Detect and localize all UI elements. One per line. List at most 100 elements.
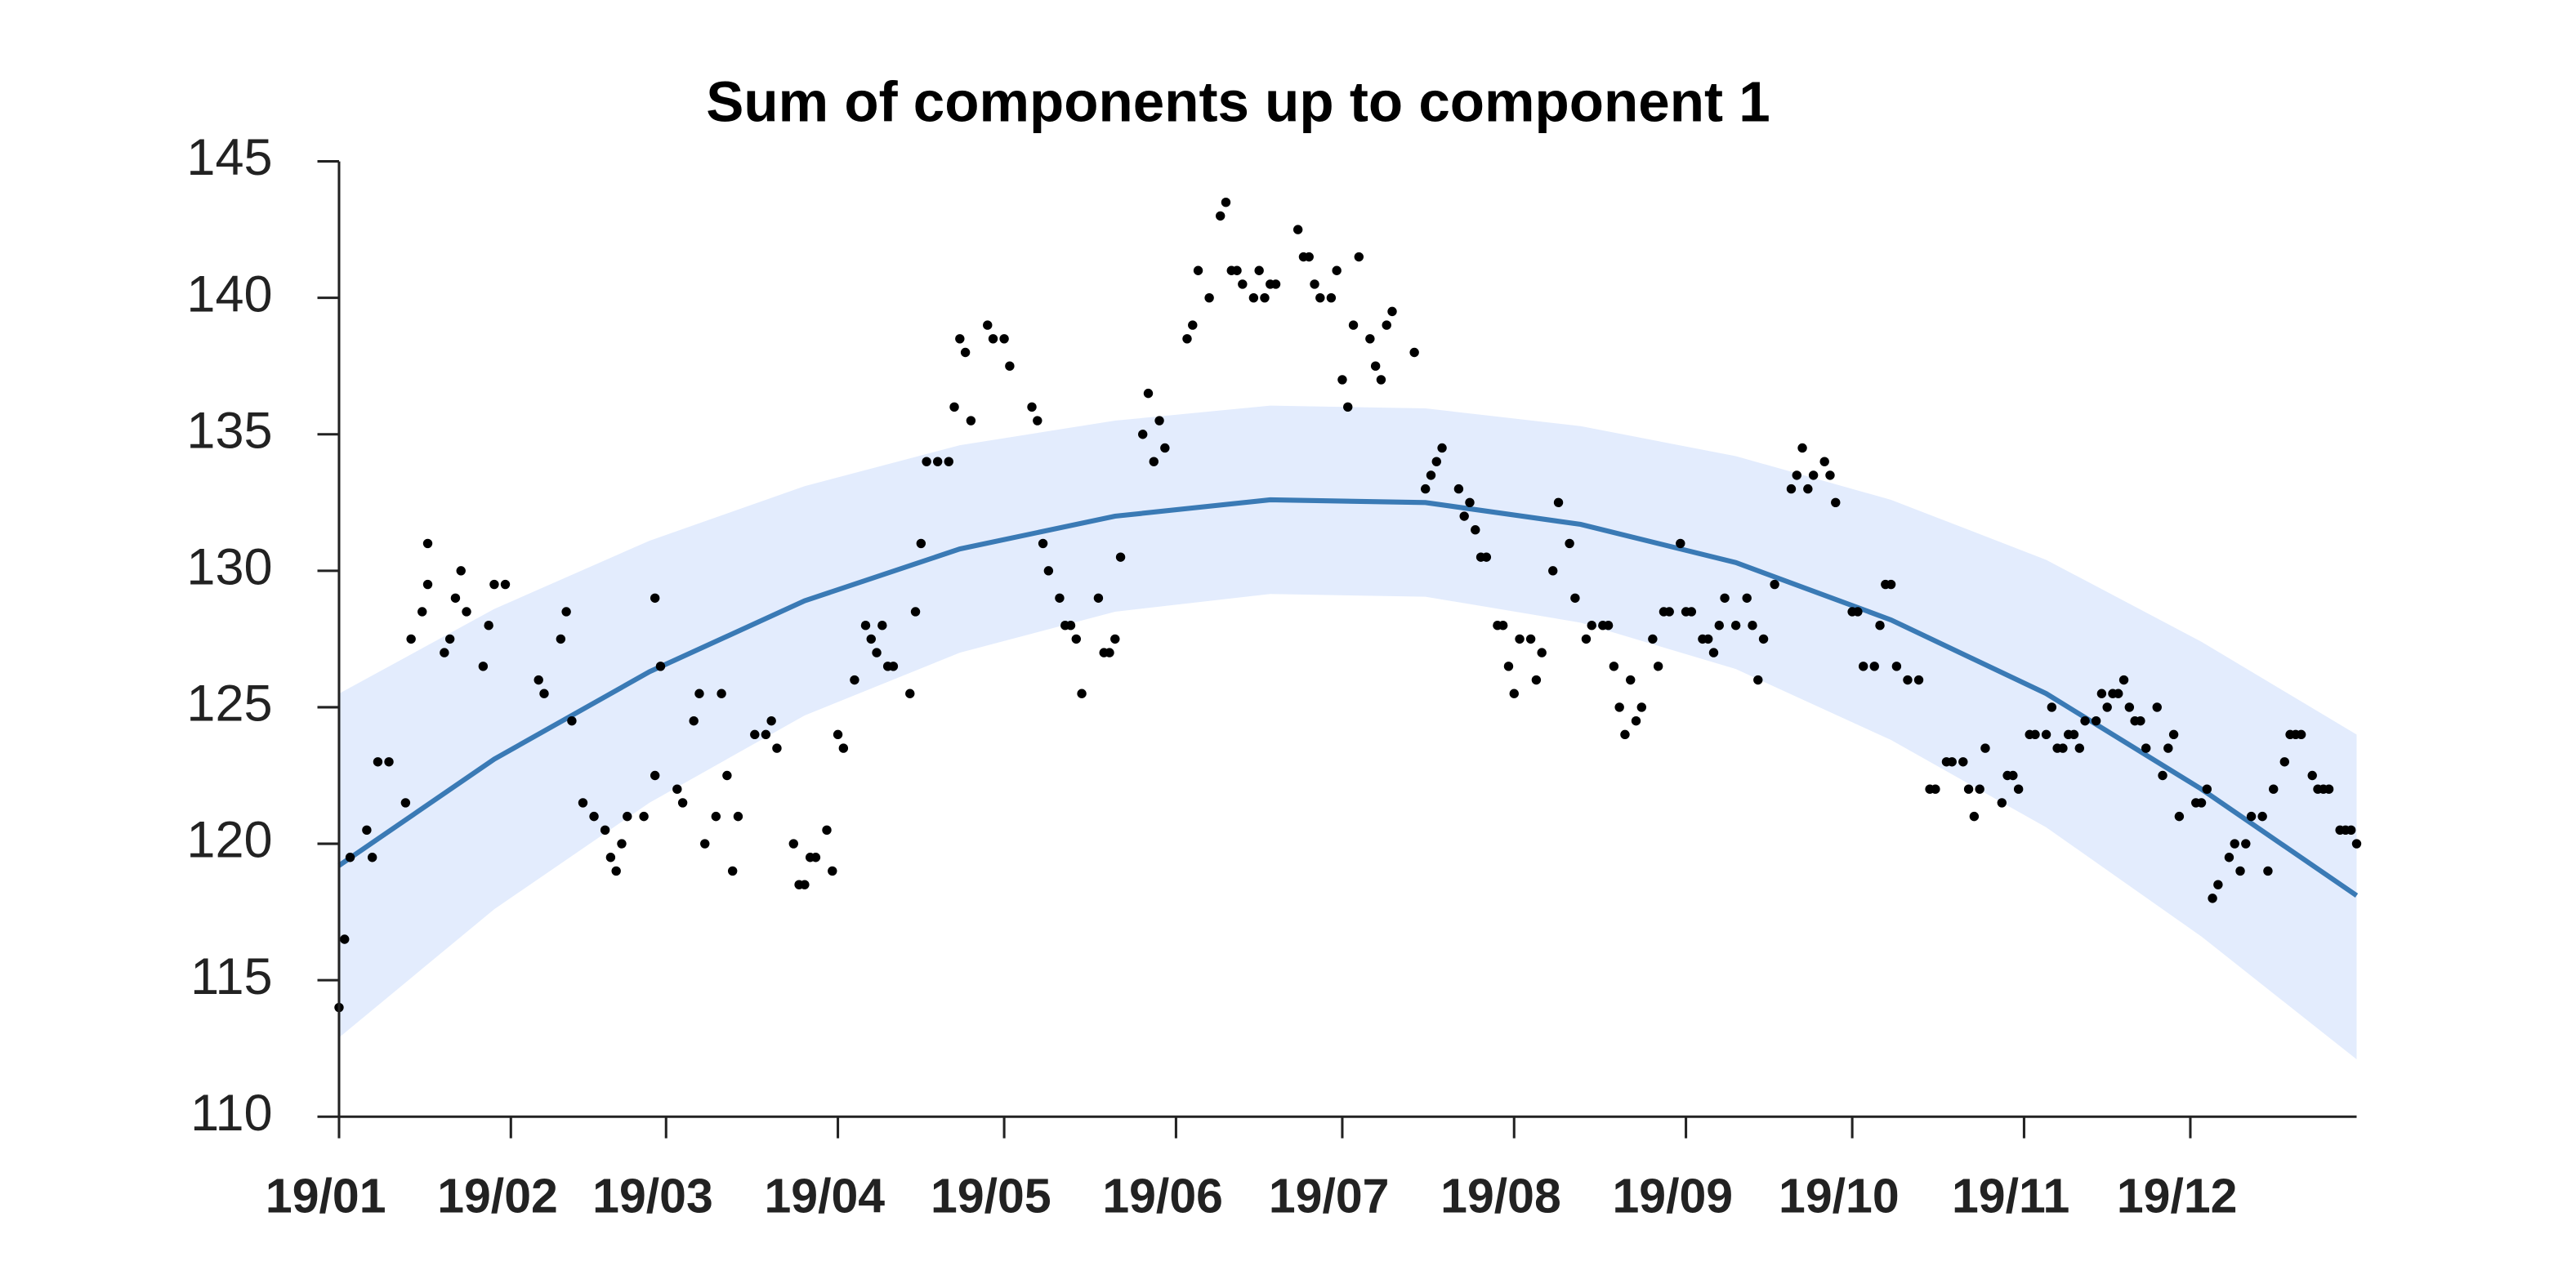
data-point (2235, 866, 2245, 876)
data-point (1498, 620, 1508, 631)
data-point (1105, 648, 1114, 657)
data-point (367, 853, 377, 862)
data-point (1471, 525, 1480, 535)
data-point (1997, 798, 2007, 808)
data-point (384, 757, 394, 767)
data-point (2102, 702, 2112, 712)
data-point (484, 620, 493, 631)
data-point (1748, 620, 1757, 631)
data-point (2114, 689, 2123, 698)
data-point (1553, 497, 1564, 507)
y-tick-label: 140 (186, 265, 272, 323)
data-point (955, 334, 965, 344)
data-point (1254, 265, 1264, 275)
data-point (1548, 566, 1558, 576)
data-point (1248, 292, 1259, 303)
data-point (2168, 729, 2179, 740)
x-tick-label: 19/06 (1102, 1170, 1223, 1223)
data-point (717, 689, 726, 698)
data-point (2013, 784, 2024, 794)
data-point (1636, 702, 1646, 712)
data-point (1770, 579, 1779, 590)
data-point (966, 416, 976, 426)
data-point (1055, 593, 1065, 603)
data-point (650, 593, 660, 603)
data-point (1963, 784, 1974, 794)
data-point (2141, 743, 2151, 753)
data-point (1509, 689, 1519, 698)
data-point (1149, 457, 1159, 466)
data-point (944, 457, 953, 466)
data-point (2158, 770, 2168, 781)
data-point (2196, 798, 2207, 808)
data-point (1232, 265, 1242, 275)
data-point (1708, 648, 1719, 657)
data-point (2163, 743, 2173, 753)
data-point (1154, 416, 1164, 426)
data-point (2047, 702, 2057, 712)
data-point (1853, 607, 1863, 617)
y-tick-label: 135 (186, 402, 272, 459)
data-point (2230, 839, 2239, 849)
data-point (1603, 620, 1614, 631)
data-point (440, 648, 449, 657)
data-point (1077, 689, 1087, 698)
data-point (722, 770, 732, 781)
x-tick-label: 19/09 (1612, 1170, 1733, 1223)
data-point (1537, 648, 1547, 657)
data-point (478, 662, 489, 671)
data-point (711, 811, 721, 822)
data-point (1797, 443, 1807, 453)
data-point (872, 648, 882, 657)
data-point (1503, 662, 1514, 671)
data-point (1193, 265, 1203, 275)
data-point (850, 675, 859, 685)
x-tick-label: 19/08 (1440, 1170, 1561, 1223)
data-point (539, 689, 549, 698)
data-point (1215, 211, 1225, 221)
data-point (2213, 880, 2223, 889)
data-point (766, 715, 776, 726)
data-point (373, 757, 383, 767)
data-point (960, 347, 971, 358)
data-point (888, 662, 899, 671)
data-point (1204, 292, 1214, 303)
data-point (605, 853, 616, 862)
data-point (1808, 470, 1819, 480)
data-point (534, 675, 543, 685)
data-point (1426, 470, 1436, 480)
data-point (1337, 375, 1347, 385)
data-point (1005, 361, 1015, 371)
data-point (1609, 662, 1619, 671)
data-point (444, 634, 455, 644)
data-point (422, 538, 433, 549)
data-point (2074, 743, 2084, 753)
data-point (1958, 757, 1968, 767)
data-point (905, 689, 915, 698)
data-point (2030, 729, 2040, 740)
data-point (2008, 770, 2018, 781)
data-point (916, 538, 926, 549)
data-point (611, 866, 621, 876)
data-point (650, 770, 660, 781)
y-tick-label: 125 (186, 675, 272, 733)
data-point (2152, 702, 2162, 712)
data-point (1581, 634, 1592, 644)
data-point (400, 798, 411, 808)
data-point (345, 853, 355, 862)
data-point (1587, 620, 1596, 631)
data-point (2324, 784, 2334, 794)
data-point (1903, 675, 1913, 685)
data-point (422, 579, 433, 590)
data-point (1614, 702, 1624, 712)
data-point (1913, 675, 1924, 685)
data-point (1421, 484, 1431, 494)
y-tick-label: 130 (186, 539, 272, 596)
data-point (733, 811, 743, 822)
data-point (1565, 538, 1574, 549)
fit-line (337, 497, 2359, 898)
data-point (655, 662, 666, 671)
data-point (1459, 511, 1469, 521)
data-point (1792, 470, 1801, 480)
data-point (1376, 375, 1386, 385)
